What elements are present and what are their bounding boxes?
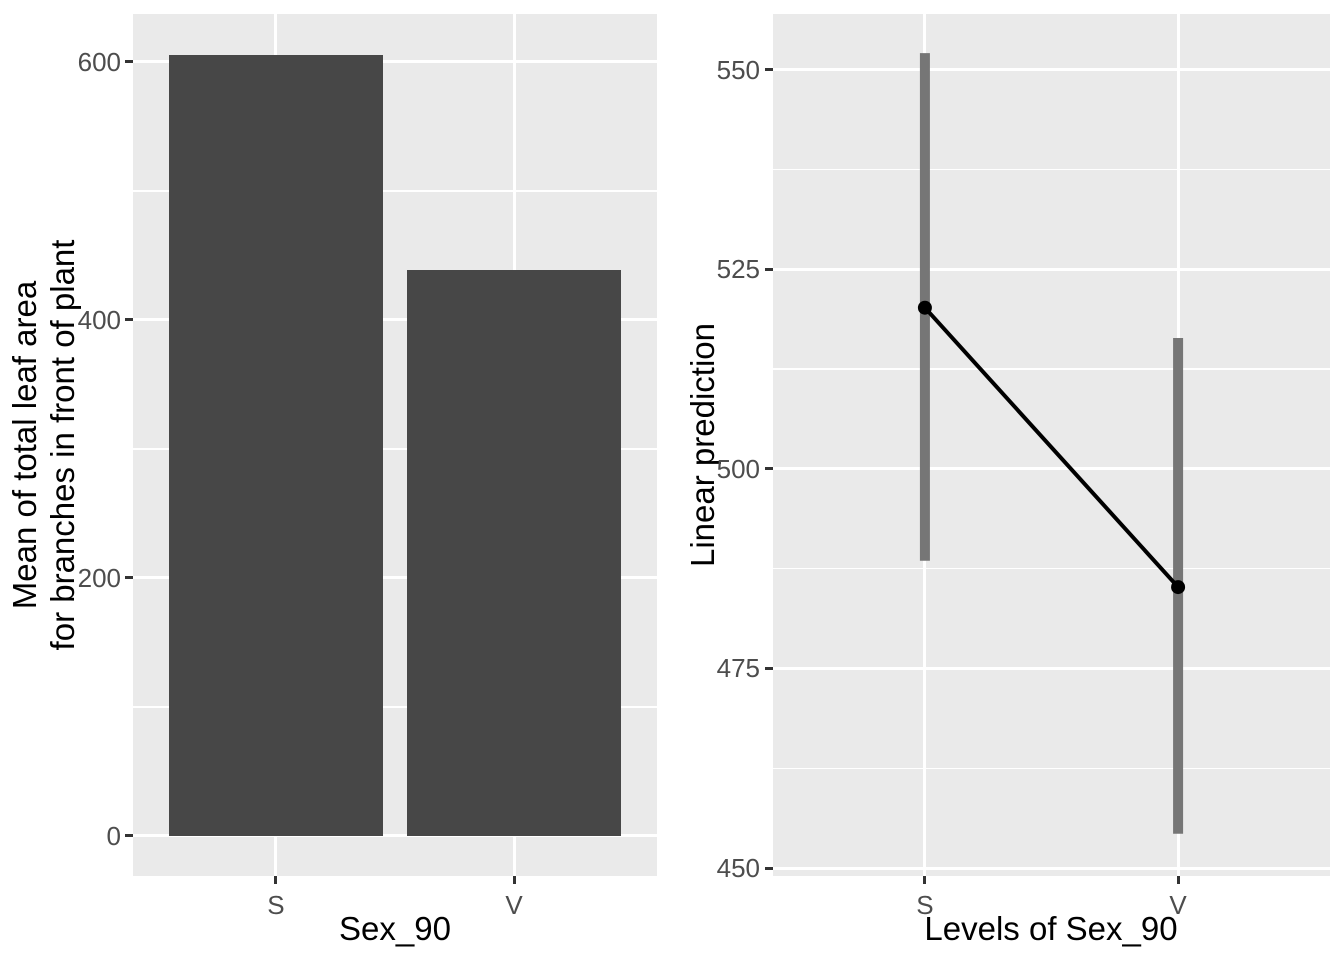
y-axis-title-left: Mean of total leaf area for branches in … <box>6 239 81 651</box>
gridline-minor <box>773 567 1330 570</box>
x-tick-mark <box>512 876 516 884</box>
y-tick-mark <box>125 576 133 580</box>
gridline-minor <box>773 368 1330 370</box>
gridline-major <box>133 576 657 580</box>
trend-line <box>923 306 1180 589</box>
y-tick-label: 0 <box>106 820 121 851</box>
y-tick-mark <box>125 60 133 64</box>
x-tick-label: V <box>505 890 523 920</box>
plot-panel-right <box>773 14 1330 876</box>
plot-panel-left <box>133 14 657 876</box>
x-axis-title-right: Levels of Sex_90 <box>924 910 1178 947</box>
x-tick-label: S <box>916 890 934 920</box>
y-tick-label: 450 <box>716 853 760 884</box>
gridline-major-vertical <box>1176 14 1180 876</box>
y-tick-label: 500 <box>716 453 760 484</box>
x-tick-label: V <box>1169 890 1187 920</box>
x-tick-mark <box>923 876 927 884</box>
gridline-major <box>133 834 657 838</box>
y-tick-label: 400 <box>77 304 121 335</box>
x-axis-title-left: Sex_90 <box>339 910 451 947</box>
gridline-minor <box>773 168 1330 171</box>
y-tick-mark <box>125 318 133 322</box>
gridline-minor <box>773 767 1330 769</box>
gridline-major <box>773 467 1330 471</box>
gridline-major <box>133 318 657 322</box>
gridline-major-vertical <box>923 14 927 876</box>
gridline-major-vertical <box>512 14 516 876</box>
gridline-major <box>773 267 1330 271</box>
gridline-major <box>773 866 1330 870</box>
prediction-data-layer <box>917 53 1186 834</box>
y-axis-title-right: Linear prediction <box>684 323 721 567</box>
y-tick-mark <box>765 866 773 870</box>
y-tick-mark <box>765 68 773 72</box>
prediction-point-s <box>917 300 932 315</box>
x-tick-label: S <box>267 890 285 920</box>
gridline-minor <box>133 448 657 450</box>
y-tick-label: 550 <box>716 54 760 85</box>
gridline-major <box>133 60 657 64</box>
gridline-minor <box>133 706 657 708</box>
x-tick-mark <box>1176 876 1180 884</box>
y-tick-label: 525 <box>716 254 760 285</box>
y-tick-label: 200 <box>77 562 121 593</box>
prediction-point-v <box>1171 580 1186 595</box>
y-tick-label: 600 <box>77 46 121 77</box>
gridline-major <box>773 666 1330 670</box>
gridline-minor <box>133 190 657 192</box>
y-tick-mark <box>125 834 133 838</box>
y-tick-mark <box>765 666 773 670</box>
gridline-major-vertical <box>274 14 278 876</box>
y-tick-label: 475 <box>716 653 760 684</box>
gridline-major <box>773 68 1330 72</box>
y-tick-mark <box>765 267 773 271</box>
y-tick-mark <box>765 467 773 471</box>
bar-v <box>406 269 622 836</box>
x-tick-mark <box>274 876 278 884</box>
bar-s <box>168 55 384 836</box>
